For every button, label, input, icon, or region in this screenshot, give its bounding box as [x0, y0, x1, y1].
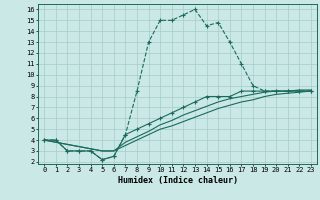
X-axis label: Humidex (Indice chaleur): Humidex (Indice chaleur)	[118, 176, 238, 185]
